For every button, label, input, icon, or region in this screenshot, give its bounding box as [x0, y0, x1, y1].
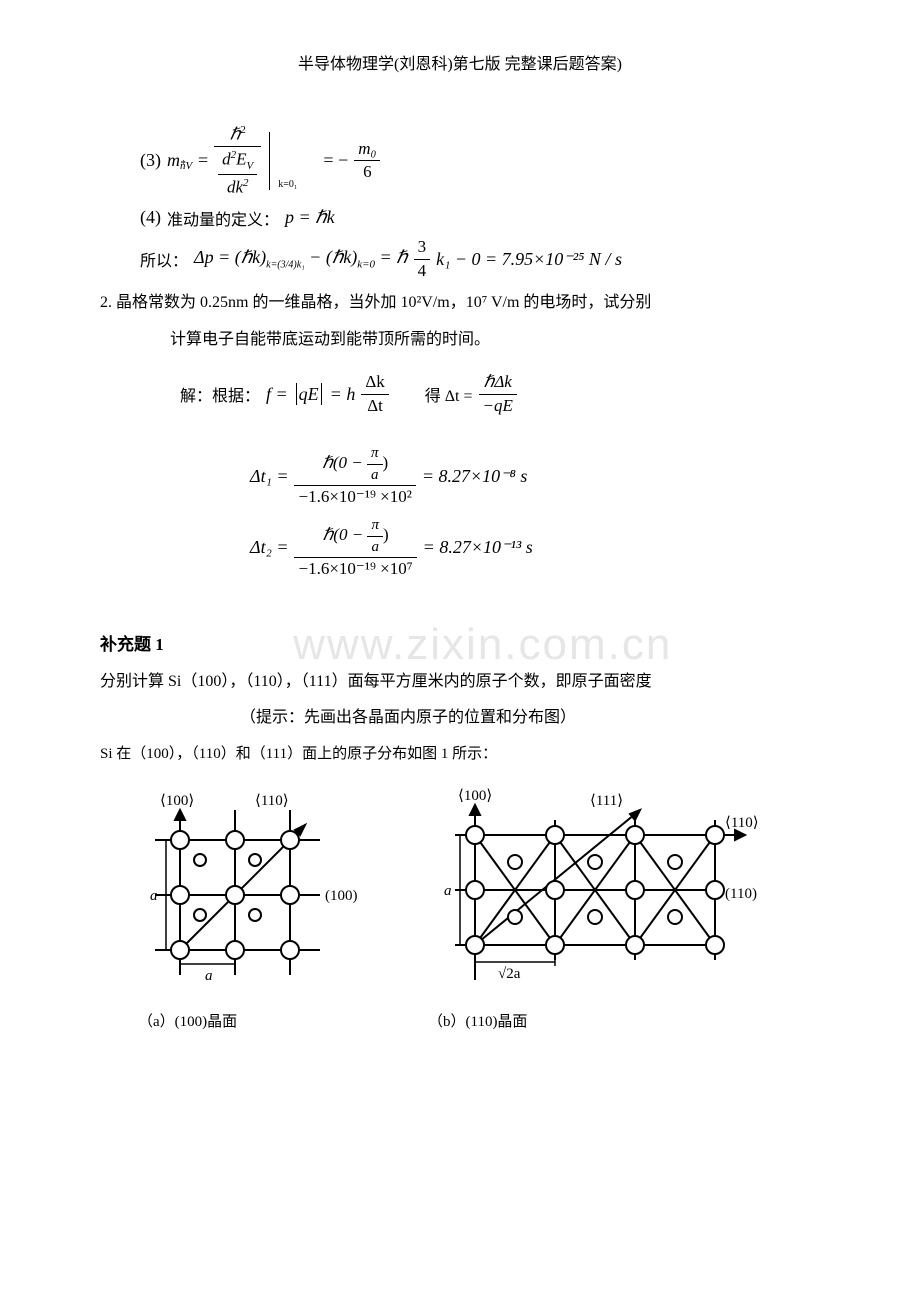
supplement-line3: Si 在（100），（110）和（111）面上的原子分布如图 1 所示：: [100, 740, 820, 769]
equation-4-so: 所以： Δp = (ℏk)k=(3/4)k₁ − (ℏk)k=0 = ℏ 3 4…: [140, 238, 820, 280]
fig-a-label-ah: a: [205, 968, 213, 984]
supplement-title: 补充题 1: [100, 629, 820, 661]
equation-4-def: (4)准动量的定义： p = ℏk: [140, 206, 820, 230]
page-header: 半导体物理学(刘恩科)第七版 完整课后题答案): [100, 50, 820, 74]
figure-100-plane: ⟨100⟩ ⟨110⟩ (100) a a: [120, 780, 370, 1000]
fig-a-label-100: ⟨100⟩: [160, 793, 194, 809]
eq-dt2: Δt₂ = ℏ(0 − π a ) −1.6×10⁻¹⁹ ×10⁷ = 8.27…: [250, 517, 820, 579]
problem-2-cont: 计算电子自能带底运动到能带顶所需的时间。: [170, 325, 820, 355]
equation-3: (3) m * nV = ℏ2 d2EV dk2 k=0₁ = − m₀ 6: [140, 124, 820, 198]
eq-dt1: Δt₁ = ℏ(0 − π a ) −1.6×10⁻¹⁹ ×10² = 8.27…: [250, 445, 820, 507]
figure-row: ⟨100⟩ ⟨110⟩ (100) a a （a）(100)晶面: [120, 780, 820, 1031]
fig-b-label-111: ⟨111⟩: [590, 793, 623, 809]
figure-b-caption: （b）(110)晶面: [428, 1010, 527, 1031]
fig-b-label-100: ⟨100⟩: [458, 788, 492, 804]
fig-b-label-110: ⟨110⟩: [725, 815, 759, 831]
fig-a-label-face: (100): [325, 888, 358, 904]
supplement-hint: （提示：先画出各晶面内原子的位置和分布图）: [240, 703, 820, 733]
fig-a-label-av: a: [150, 888, 158, 904]
fig-b-label-face: (110): [725, 886, 757, 902]
figure-110-plane: ⟨100⟩ ⟨111⟩ ⟨110⟩ (110) a √2a: [410, 780, 770, 1000]
fig-a-label-110: ⟨110⟩: [255, 793, 289, 809]
problem-2: 2. 晶格常数为 0.25nm 的一维晶格，当外加 10²V/m，10⁷ V/m…: [100, 288, 820, 318]
eq3-prefix: (3): [140, 150, 161, 171]
solution-basis: 解：根据： f = qE = h Δk Δt 得 Δt = ℏΔk −qE: [180, 373, 820, 415]
figure-a-caption: （a）(100)晶面: [138, 1010, 237, 1031]
supplement-line1: 分别计算 Si（100），（110），（111）面每平方厘米内的原子个数，即原子…: [100, 667, 820, 697]
fig-b-label-av: a: [444, 883, 452, 899]
eq3-eval: k=0₁: [278, 179, 297, 190]
fig-b-label-root2a: √2a: [498, 966, 521, 982]
